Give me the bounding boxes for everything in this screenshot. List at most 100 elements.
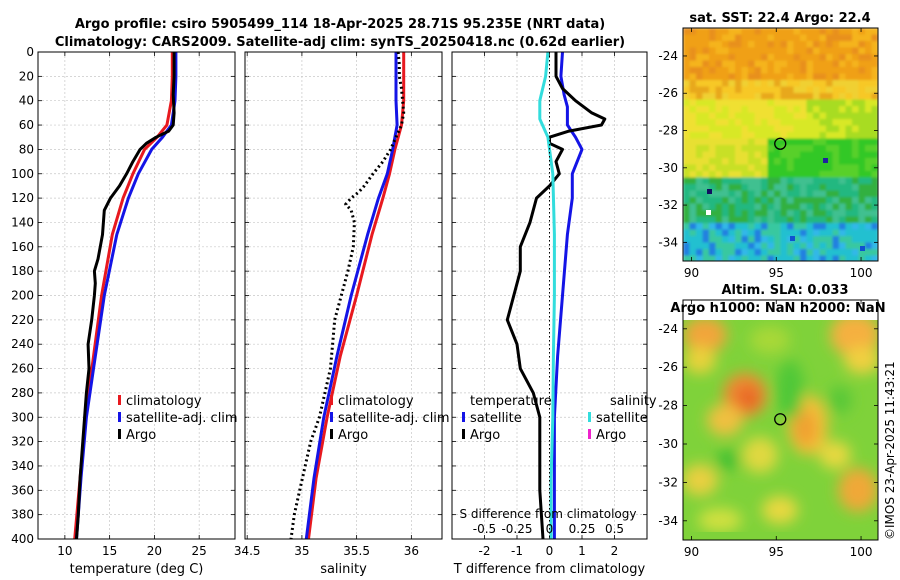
sst-cell [683, 132, 691, 140]
sst-cell [793, 249, 801, 257]
sst-cell [871, 80, 878, 88]
sst-cell [715, 216, 723, 224]
sst-cell [728, 86, 736, 94]
sst-cell [793, 60, 801, 68]
sst-cell [715, 197, 723, 205]
sst-cell [832, 203, 840, 211]
sst-cell [683, 171, 691, 179]
sst-cell [748, 132, 756, 140]
plot-frame [244, 51, 443, 540]
sst-cell [826, 106, 834, 114]
sst-cell [715, 80, 723, 88]
sst-cell [826, 184, 834, 192]
sla-blob [819, 441, 851, 469]
sst-cell [780, 164, 788, 172]
top-tick-label: -0.25 [501, 522, 532, 536]
sst-cell [741, 242, 749, 250]
sst-cell [806, 99, 814, 107]
sst-cell [683, 67, 691, 75]
sst-cell [858, 125, 866, 133]
sla-blob [844, 346, 878, 374]
sst-cell [865, 106, 873, 114]
sst-cell [696, 60, 704, 68]
sst-cell [761, 34, 769, 42]
sst-cell [696, 34, 704, 42]
series-line-argo [75, 52, 176, 539]
sst-cell [754, 145, 762, 153]
sst-cell [702, 223, 710, 231]
sst-cell [832, 171, 840, 179]
sst-cell [832, 210, 840, 218]
sst-cell [683, 190, 691, 198]
sst-cell [728, 151, 736, 159]
sst-cell [858, 164, 866, 172]
sst-cell [722, 132, 730, 140]
y-tick-label: 320 [11, 435, 34, 449]
sst-cell [728, 132, 736, 140]
sst-cell [793, 151, 801, 159]
sst-cell [735, 164, 743, 172]
sst-cell [754, 197, 762, 205]
sst-cell [754, 236, 762, 244]
sst-cell [845, 184, 853, 192]
sst-cell [871, 210, 878, 218]
sst-cell [793, 164, 801, 172]
sst-cell [767, 41, 775, 49]
sst-cell [787, 197, 795, 205]
sst-cell [871, 203, 878, 211]
sst-cell [813, 125, 821, 133]
sst-cell [715, 93, 723, 101]
sst-cell [774, 60, 782, 68]
sst-cell [728, 197, 736, 205]
sst-cell [832, 145, 840, 153]
sst-cell [845, 54, 853, 62]
sst-cell [852, 210, 860, 218]
sst-cell [787, 145, 795, 153]
series-group [505, 52, 607, 539]
sst-cell [696, 223, 704, 231]
sst-heatmap [683, 28, 878, 261]
sst-cell [735, 190, 743, 198]
sst-cell [865, 190, 873, 198]
sst-cell [683, 112, 691, 120]
sla-blob [750, 326, 790, 354]
sst-cell [780, 47, 788, 55]
sst-cell [683, 34, 691, 42]
sst-cell [865, 54, 873, 62]
sst-cell [767, 197, 775, 205]
sst-cell [800, 197, 808, 205]
sst-cell [741, 80, 749, 88]
sst-cell [696, 41, 704, 49]
argo-position-marker [774, 413, 787, 426]
sst-cell [696, 184, 704, 192]
sst-cell [696, 197, 704, 205]
sst-cell [813, 210, 821, 218]
sst-cell [787, 242, 795, 250]
map-x-tick-label: 95 [769, 266, 784, 280]
sst-cell [858, 229, 866, 237]
sst-cell [709, 41, 717, 49]
sst-cell [683, 223, 691, 231]
sst-cell [748, 125, 756, 133]
sst-cell [689, 34, 697, 42]
sst-cell [871, 223, 878, 231]
sla-blob [762, 496, 798, 524]
sst-cell [754, 86, 762, 94]
sst-cell [774, 132, 782, 140]
sst-cell [852, 106, 860, 114]
x-tick-label: 25 [192, 544, 207, 558]
sst-cell [774, 138, 782, 146]
sst-cell [845, 67, 853, 75]
sst-cell [787, 138, 795, 146]
sst-cell [735, 67, 743, 75]
y-tick-label: 300 [11, 410, 34, 424]
y-tick-label: 20 [19, 69, 34, 83]
sst-cell [767, 177, 775, 185]
series-group [289, 52, 406, 539]
sst-cell [839, 132, 847, 140]
sst-cell [806, 125, 814, 133]
sst-cell [813, 177, 821, 185]
sst-cell [722, 249, 730, 257]
sst-cell [709, 190, 717, 198]
sst-cell [715, 236, 723, 244]
